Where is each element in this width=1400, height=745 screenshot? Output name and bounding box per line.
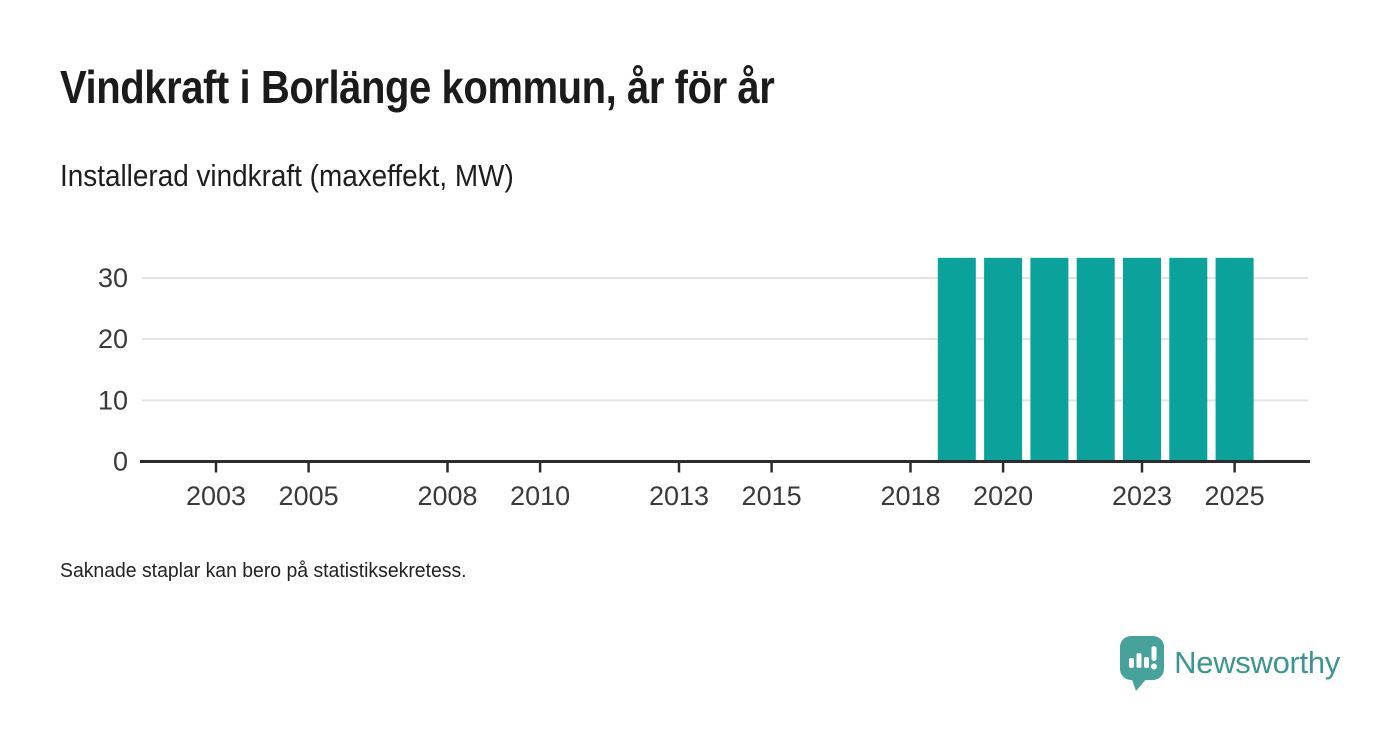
x-tick-label-2003: 2003 <box>186 481 246 511</box>
y-tick-label-30: 30 <box>98 263 128 293</box>
bar-2022 <box>1076 257 1115 462</box>
bar-2024 <box>1169 257 1208 462</box>
bar-2019 <box>937 257 976 462</box>
x-tick-label-2005: 2005 <box>279 481 339 511</box>
y-tick-label-10: 10 <box>98 385 128 415</box>
bar-2025 <box>1215 257 1254 462</box>
page-title: Vindkraft i Borlänge kommun, år för år <box>60 61 775 113</box>
x-tick-label-2010: 2010 <box>510 481 570 511</box>
bar-chart-svg: 2003 2005 2008 2010 2013 2015 2018 2020 2023 2025… <box>98 257 1310 511</box>
chart-area: 2003 2005 2008 2010 2013 2015 2018 2020 2023 2025… <box>0 220 1400 520</box>
x-tick-label-2015: 2015 <box>742 481 802 511</box>
x-tick-label-2008: 2008 <box>417 481 477 511</box>
y-tick-label-0: 0 <box>113 447 128 477</box>
bar-2021 <box>1030 257 1069 462</box>
bar-2020 <box>984 257 1023 462</box>
newsworthy-speech-bubble-bar-chart-icon <box>1120 635 1165 691</box>
x-tick-label-2018: 2018 <box>880 481 940 511</box>
x-tick-label-2020: 2020 <box>973 481 1033 511</box>
chart-footnote: Saknade staplar kan bero på statistiksek… <box>60 560 467 582</box>
x-tick-label-2013: 2013 <box>649 481 709 511</box>
bar-2023 <box>1123 257 1161 462</box>
x-tick-label-2025: 2025 <box>1205 481 1265 511</box>
x-tick-label-2023: 2023 <box>1112 481 1172 511</box>
brand-name: Newsworthy <box>1174 645 1340 680</box>
chart-subtitle: Installerad vindkraft (maxeffekt, MW) <box>60 158 514 193</box>
y-tick-label-20: 20 <box>98 324 128 354</box>
brand-logo: Newsworthy <box>1119 633 1340 693</box>
